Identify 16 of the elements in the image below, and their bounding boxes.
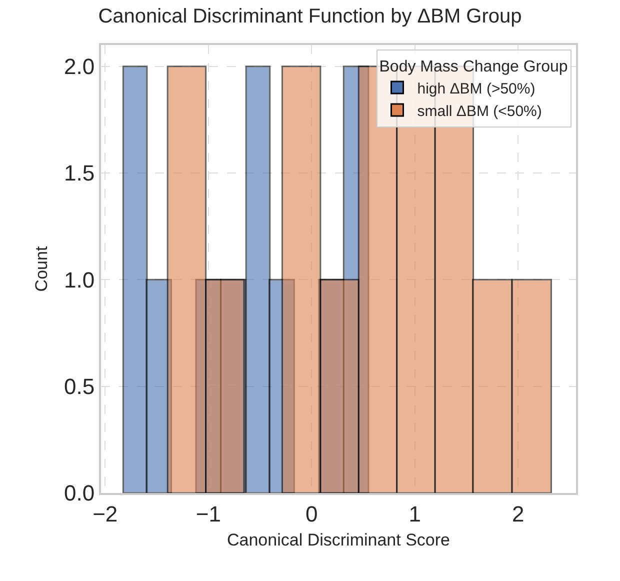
x-tick-label: −1 xyxy=(196,501,221,526)
x-tick-label: 0 xyxy=(306,501,318,526)
legend-title: Body Mass Change Group xyxy=(379,58,568,76)
y-tick-label: 0.0 xyxy=(64,480,95,506)
y-tick-label: 1.5 xyxy=(64,160,95,186)
legend-label: high ΔBM (>50%) xyxy=(417,80,536,98)
x-axis-title: Canonical Discriminant Score xyxy=(227,530,450,550)
x-tick-label: −2 xyxy=(92,501,118,526)
chart-title: Canonical Discriminant Function by ΔBM Group xyxy=(98,6,522,28)
x-tick-label: 1 xyxy=(408,501,422,526)
y-axis-title: Count xyxy=(32,246,52,292)
y-tick-label: 2.0 xyxy=(64,54,95,80)
x-tick-label: 2 xyxy=(512,501,524,526)
y-tick-label: 1.0 xyxy=(64,267,95,292)
legend-label: small ΔBM (<50%) xyxy=(417,102,542,120)
y-tick-label: 0.5 xyxy=(64,374,95,400)
